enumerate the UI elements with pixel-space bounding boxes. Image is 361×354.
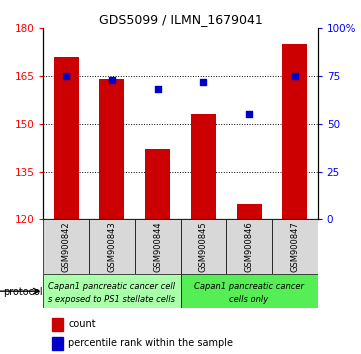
Bar bbox=[191, 114, 216, 219]
Text: GSM900843: GSM900843 bbox=[108, 222, 116, 272]
Text: GSM900847: GSM900847 bbox=[290, 222, 299, 272]
Bar bbox=[99, 79, 125, 219]
Bar bbox=[54, 57, 79, 219]
Bar bbox=[145, 149, 170, 219]
Point bbox=[155, 87, 161, 92]
Bar bbox=[52, 337, 62, 350]
Text: count: count bbox=[68, 319, 96, 329]
Bar bbox=[180, 219, 226, 274]
Bar bbox=[180, 274, 318, 308]
Bar bbox=[236, 204, 262, 219]
Bar bbox=[226, 219, 272, 274]
Bar bbox=[43, 274, 180, 308]
Title: GDS5099 / ILMN_1679041: GDS5099 / ILMN_1679041 bbox=[99, 13, 262, 26]
Text: cells only: cells only bbox=[230, 295, 269, 304]
Text: percentile rank within the sample: percentile rank within the sample bbox=[68, 338, 233, 348]
Text: GSM900842: GSM900842 bbox=[62, 222, 71, 272]
Text: protocol: protocol bbox=[4, 287, 43, 297]
Text: GSM900845: GSM900845 bbox=[199, 222, 208, 272]
Text: Capan1 pancreatic cancer cell: Capan1 pancreatic cancer cell bbox=[48, 282, 175, 291]
Text: Capan1 pancreatic cancer: Capan1 pancreatic cancer bbox=[194, 282, 304, 291]
Bar bbox=[89, 219, 135, 274]
Bar bbox=[135, 219, 180, 274]
Point bbox=[292, 73, 298, 79]
Text: s exposed to PS1 stellate cells: s exposed to PS1 stellate cells bbox=[48, 295, 175, 304]
Point bbox=[200, 79, 206, 85]
Point bbox=[63, 73, 69, 79]
Bar bbox=[52, 318, 62, 331]
Text: GSM900846: GSM900846 bbox=[245, 222, 253, 272]
Bar bbox=[272, 219, 318, 274]
Point bbox=[246, 112, 252, 117]
Text: GSM900844: GSM900844 bbox=[153, 222, 162, 272]
Bar bbox=[43, 219, 89, 274]
Bar bbox=[282, 44, 307, 219]
Point bbox=[109, 77, 115, 83]
